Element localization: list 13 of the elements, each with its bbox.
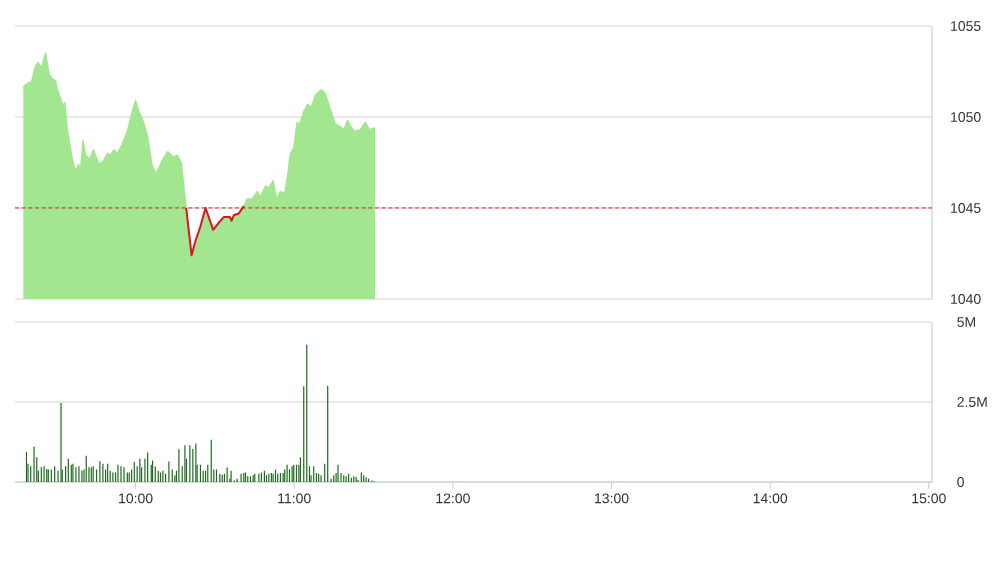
x-tick-label: 11:00 (278, 493, 311, 504)
y-tick-label: 1055 (951, 21, 981, 31)
y-tick-label: 5M (957, 317, 975, 327)
x-tick-label: 12:00 (436, 493, 470, 504)
x-tick-label: 10:00 (119, 493, 153, 504)
y-tick-label: 2.5M (957, 397, 987, 407)
y-tick-label: 1045 (951, 203, 981, 213)
y-tick-label: 1050 (951, 112, 981, 122)
y-tick-label: 0 (957, 477, 964, 487)
y-tick-label: 1040 (951, 294, 981, 304)
x-tick-label: 13:00 (595, 493, 629, 504)
x-tick-label: 14:00 (753, 493, 788, 504)
x-tick-label: 15:00 (912, 493, 946, 504)
